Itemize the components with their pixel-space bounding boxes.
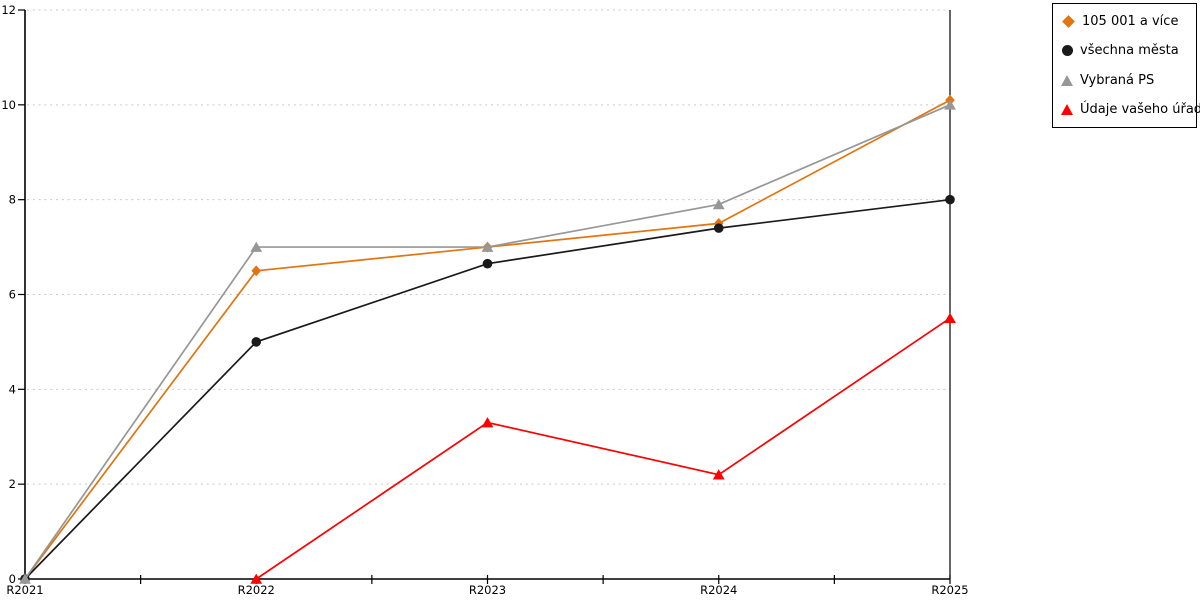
circle-icon [1062, 45, 1073, 57]
data-point-circle-vsechna-mesta [945, 194, 955, 205]
data-point-triangle-udaje-vaseho-uradu [250, 573, 263, 584]
y-axis-label: 4 [9, 382, 16, 396]
triangle-icon [1061, 103, 1073, 115]
legend-label: Vybraná PS [1080, 72, 1155, 88]
series-line-vybrana-ps [24, 104, 951, 580]
y-axis-label: 10 [1, 98, 16, 112]
series-line-udaje-vaseho-uradu [255, 317, 951, 580]
x-axis-label: R2024 [700, 583, 737, 597]
data-point-triangle-udaje-vaseho-uradu [481, 417, 494, 428]
x-axis-label: R2021 [6, 583, 43, 597]
x-axis-label: R2022 [238, 583, 275, 597]
y-axis-label: 2 [9, 477, 16, 491]
diamond-icon [1062, 15, 1075, 28]
legend-label: všechna města [1080, 43, 1179, 59]
legend-item-105-001-a-vice: 105 001 a více [1062, 14, 1194, 29]
y-axis-label: 12 [1, 3, 16, 17]
legend-label: Údaje vašeho úřadu [1080, 101, 1200, 117]
triangle-icon [1061, 74, 1073, 86]
data-point-diamond-105-001-a-vice [251, 265, 262, 277]
series-line-105-001-a-vice [24, 99, 951, 580]
x-axis-label: R2023 [469, 583, 506, 597]
legend-item-vybrana-ps: Vybraná PS [1061, 72, 1194, 88]
y-axis-label: 0 [9, 572, 16, 586]
data-point-triangle-udaje-vaseho-uradu [712, 469, 725, 480]
x-axis-label: R2025 [931, 583, 968, 597]
data-point-triangle-vybrana-ps [19, 573, 31, 584]
data-point-circle-vsechna-mesta [251, 337, 262, 347]
data-point-triangle-vybrana-ps [944, 99, 956, 110]
data-point-circle-vsechna-mesta [713, 223, 724, 233]
legend-label: 105 001 a více [1082, 14, 1179, 30]
data-point-triangle-vybrana-ps [712, 199, 725, 210]
data-point-triangle-vybrana-ps [481, 241, 494, 252]
data-point-triangle-udaje-vaseho-uradu [944, 312, 956, 324]
legend-item-udaje-vaseho-uradu: Údaje vašeho úřadu [1061, 102, 1200, 117]
y-axis-label: 6 [9, 288, 16, 302]
chart-legend: 105 001 a více všechna města Vybraná PS … [1052, 3, 1200, 128]
data-point-circle-vsechna-mesta [482, 258, 493, 269]
legend-item-vsechna-mesta: všechna města [1062, 43, 1194, 58]
data-point-triangle-vybrana-ps [250, 241, 263, 252]
y-axis-label: 8 [9, 193, 16, 207]
